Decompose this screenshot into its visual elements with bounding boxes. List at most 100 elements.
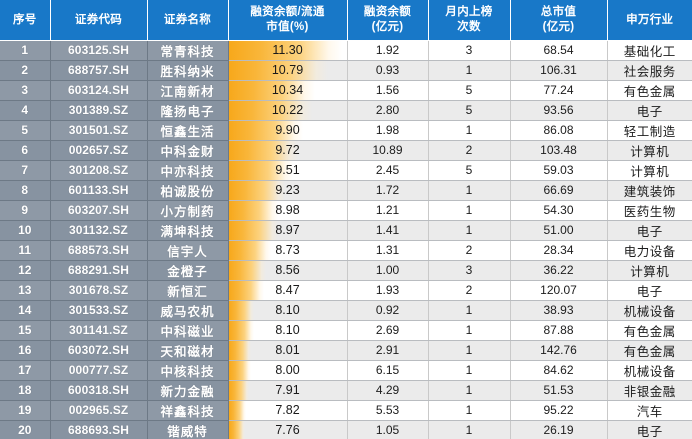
table-row[interactable]: 19 002965.SZ 祥鑫科技 7.82 5.53 1 95.22 汽车 — [0, 400, 692, 421]
ratio-value: 8.47 — [275, 283, 300, 297]
cell-market-cap: 51.53 — [510, 380, 608, 401]
column-header-count[interactable]: 月内上榜 次数 — [428, 0, 511, 41]
cell-security-code: 601133.SH — [50, 180, 148, 201]
table-row[interactable]: 9 603207.SH 小方制药 8.98 1.21 1 54.30 医药生物 — [0, 200, 692, 221]
table-row[interactable]: 15 301141.SZ 中科磁业 8.10 2.69 1 87.88 有色金属 — [0, 320, 692, 341]
table-row[interactable]: 17 000777.SZ 中核科技 8.00 6.15 1 84.62 机械设备 — [0, 360, 692, 381]
table-row[interactable]: 6 002657.SZ 中科金财 9.72 10.89 2 103.48 计算机 — [0, 140, 692, 161]
cell-industry: 电子 — [607, 220, 692, 241]
cell-industry: 轻工制造 — [607, 120, 692, 141]
table-row[interactable]: 13 301678.SZ 新恒汇 8.47 1.93 2 120.07 电子 — [0, 280, 692, 301]
cell-listing-count: 1 — [428, 380, 511, 401]
column-header-balance[interactable]: 融资余额 (亿元) — [347, 0, 429, 41]
ratio-value: 7.91 — [275, 383, 300, 397]
cell-market-cap: 142.76 — [510, 340, 608, 361]
column-header-index-line-1: 序号 — [12, 13, 37, 26]
cell-balance: 2.80 — [347, 100, 429, 121]
ratio-value: 10.22 — [271, 103, 304, 117]
table-row[interactable]: 16 603072.SH 天和磁材 8.01 2.91 1 142.76 有色金属 — [0, 340, 692, 361]
cell-balance: 0.93 — [347, 60, 429, 81]
cell-ratio: 8.73 — [228, 240, 348, 261]
column-header-name[interactable]: 证券名称 — [147, 0, 229, 41]
cell-industry: 有色金属 — [607, 80, 692, 101]
cell-security-name: 柏诚股份 — [147, 180, 229, 201]
cell-security-name: 中科金财 — [147, 140, 229, 161]
cell-market-cap: 95.22 — [510, 400, 608, 421]
cell-ratio: 8.00 — [228, 360, 348, 381]
cell-balance: 1.72 — [347, 180, 429, 201]
cell-index: 7 — [0, 160, 51, 181]
table-row[interactable]: 11 688573.SH 信宇人 8.73 1.31 2 28.34 电力设备 — [0, 240, 692, 261]
cell-market-cap: 36.22 — [510, 260, 608, 281]
cell-balance: 1.98 — [347, 120, 429, 141]
table-row[interactable]: 1 603125.SH 常青科技 11.30 1.92 3 68.54 基础化工 — [0, 40, 692, 61]
table-row[interactable]: 10 301132.SZ 满坤科技 8.97 1.41 1 51.00 电子 — [0, 220, 692, 241]
ratio-value: 8.97 — [275, 223, 300, 237]
column-header-mktcap[interactable]: 总市值 (亿元) — [510, 0, 608, 41]
cell-listing-count: 2 — [428, 280, 511, 301]
cell-index: 10 — [0, 220, 51, 241]
cell-index: 19 — [0, 400, 51, 421]
cell-listing-count: 1 — [428, 60, 511, 81]
cell-industry: 计算机 — [607, 160, 692, 181]
cell-ratio: 7.76 — [228, 420, 348, 439]
cell-market-cap: 38.93 — [510, 300, 608, 321]
ratio-value: 9.90 — [275, 123, 300, 137]
table-row[interactable]: 20 688693.SH 锴威特 7.76 1.05 1 26.19 电子 — [0, 420, 692, 439]
ratio-value: 9.23 — [275, 183, 300, 197]
cell-ratio: 8.10 — [228, 300, 348, 321]
cell-index: 8 — [0, 180, 51, 201]
cell-balance: 1.00 — [347, 260, 429, 281]
cell-ratio: 9.90 — [228, 120, 348, 141]
cell-listing-count: 2 — [428, 240, 511, 261]
cell-ratio: 8.47 — [228, 280, 348, 301]
cell-security-name: 胜科纳米 — [147, 60, 229, 81]
cell-security-name: 满坤科技 — [147, 220, 229, 241]
ratio-value: 11.30 — [272, 43, 303, 57]
cell-listing-count: 1 — [428, 120, 511, 141]
cell-listing-count: 1 — [428, 400, 511, 421]
table-row[interactable]: 2 688757.SH 胜科纳米 10.79 0.93 1 106.31 社会服务 — [0, 60, 692, 81]
column-header-code[interactable]: 证券代码 — [50, 0, 148, 41]
table-row[interactable]: 12 688291.SH 金橙子 8.56 1.00 3 36.22 计算机 — [0, 260, 692, 281]
cell-ratio: 7.82 — [228, 400, 348, 421]
cell-balance: 1.05 — [347, 420, 429, 439]
table-row[interactable]: 5 301501.SZ 恒鑫生活 9.90 1.98 1 86.08 轻工制造 — [0, 120, 692, 141]
cell-listing-count: 3 — [428, 40, 511, 61]
table-row[interactable]: 8 601133.SH 柏诚股份 9.23 1.72 1 66.69 建筑装饰 — [0, 180, 692, 201]
cell-security-name: 恒鑫生活 — [147, 120, 229, 141]
table-row[interactable]: 14 301533.SZ 威马农机 8.10 0.92 1 38.93 机械设备 — [0, 300, 692, 321]
cell-security-code: 603125.SH — [50, 40, 148, 61]
cell-market-cap: 93.56 — [510, 100, 608, 121]
column-header-balance-line-2: (亿元) — [371, 20, 404, 33]
cell-security-code: 301389.SZ — [50, 100, 148, 121]
table-row[interactable]: 18 600318.SH 新力金融 7.91 4.29 1 51.53 非银金融 — [0, 380, 692, 401]
column-header-ratio[interactable]: 融资余额/流通 市值(%) — [228, 0, 348, 41]
cell-industry: 基础化工 — [607, 40, 692, 61]
cell-ratio: 8.97 — [228, 220, 348, 241]
cell-security-name: 信宇人 — [147, 240, 229, 261]
table-row[interactable]: 4 301389.SZ 隆扬电子 10.22 2.80 5 93.56 电子 — [0, 100, 692, 121]
cell-industry: 电力设备 — [607, 240, 692, 261]
column-header-index[interactable]: 序号 — [0, 0, 51, 41]
cell-security-name: 新恒汇 — [147, 280, 229, 301]
ratio-value: 7.82 — [275, 403, 300, 417]
cell-index: 20 — [0, 420, 51, 439]
cell-security-code: 000777.SZ — [50, 360, 148, 381]
cell-ratio: 8.98 — [228, 200, 348, 221]
ratio-value: 9.51 — [275, 163, 300, 177]
cell-security-name: 锴威特 — [147, 420, 229, 439]
cell-market-cap: 51.00 — [510, 220, 608, 241]
cell-market-cap: 106.31 — [510, 60, 608, 81]
column-header-count-line-1: 月内上榜 — [445, 6, 493, 19]
cell-security-name: 中亦科技 — [147, 160, 229, 181]
cell-listing-count: 1 — [428, 420, 511, 439]
ratio-value: 10.79 — [271, 63, 304, 77]
cell-ratio: 9.72 — [228, 140, 348, 161]
column-header-industry[interactable]: 申万行业 — [607, 0, 692, 41]
table-row[interactable]: 3 603124.SH 江南新材 10.34 1.56 5 77.24 有色金属 — [0, 80, 692, 101]
cell-security-code: 688693.SH — [50, 420, 148, 439]
table-row[interactable]: 7 301208.SZ 中亦科技 9.51 2.45 5 59.03 计算机 — [0, 160, 692, 181]
cell-index: 11 — [0, 240, 51, 261]
